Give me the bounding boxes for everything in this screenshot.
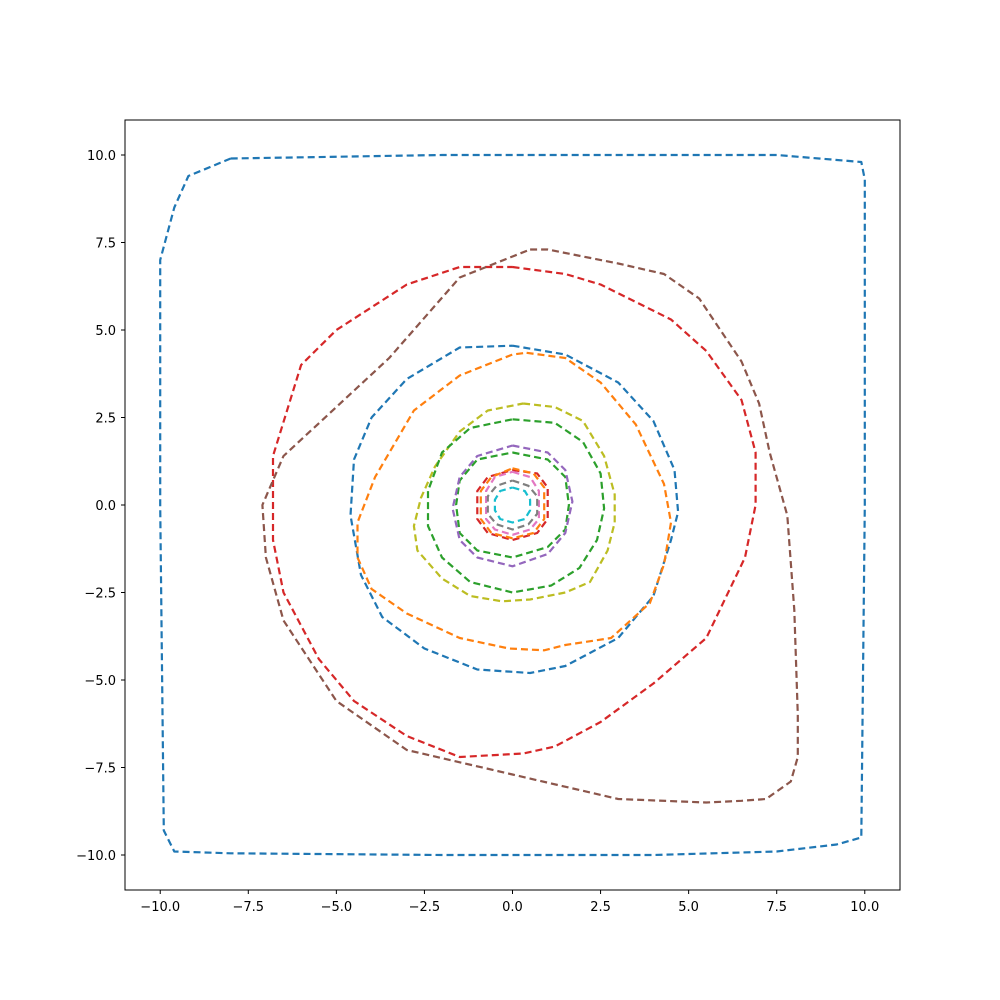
x-tick-label: −10.0	[140, 900, 180, 915]
contour-line-7	[426, 418, 606, 594]
contour-line-6	[412, 402, 616, 603]
contour-line-10	[476, 468, 549, 542]
contour-line-1	[159, 153, 866, 857]
contour-line-5	[356, 351, 673, 652]
x-tick-label: 2.5	[590, 900, 611, 915]
x-axis: −10.0 −7.5 −5.0 −2.5 0.0 2.5 5.0 7.5 10.0	[140, 890, 879, 915]
x-tick-label: −5.0	[321, 900, 353, 915]
y-tick-label: 5.0	[95, 324, 116, 339]
contour-line-2	[271, 265, 757, 759]
contour-line-12	[485, 470, 541, 536]
series-layer	[159, 153, 866, 857]
contour-line-13	[486, 479, 539, 531]
x-tick-label: 7.5	[766, 900, 787, 915]
contour-line-3	[261, 248, 799, 804]
y-tick-label: −2.5	[84, 587, 116, 602]
contour-line-11	[479, 467, 546, 540]
x-tick-label: 0.0	[502, 900, 523, 915]
y-tick-label: 7.5	[95, 237, 116, 252]
contour-line-9	[451, 444, 574, 568]
y-tick-label: 2.5	[95, 412, 116, 427]
y-tick-label: −10.0	[76, 849, 116, 864]
y-tick-label: −7.5	[84, 762, 116, 777]
y-axis: −10.0 −7.5 −5.0 −2.5 0.0 2.5 5.0 7.5 10.0	[76, 149, 125, 864]
contour-line-4	[349, 344, 680, 675]
y-tick-label: 0.0	[95, 499, 116, 514]
contour-line-14	[493, 486, 532, 524]
x-tick-label: −7.5	[233, 900, 265, 915]
y-tick-label: 10.0	[87, 149, 116, 164]
x-tick-label: −2.5	[409, 900, 441, 915]
y-tick-label: −5.0	[84, 674, 116, 689]
x-tick-label: 5.0	[678, 900, 699, 915]
x-tick-label: 10.0	[850, 900, 879, 915]
